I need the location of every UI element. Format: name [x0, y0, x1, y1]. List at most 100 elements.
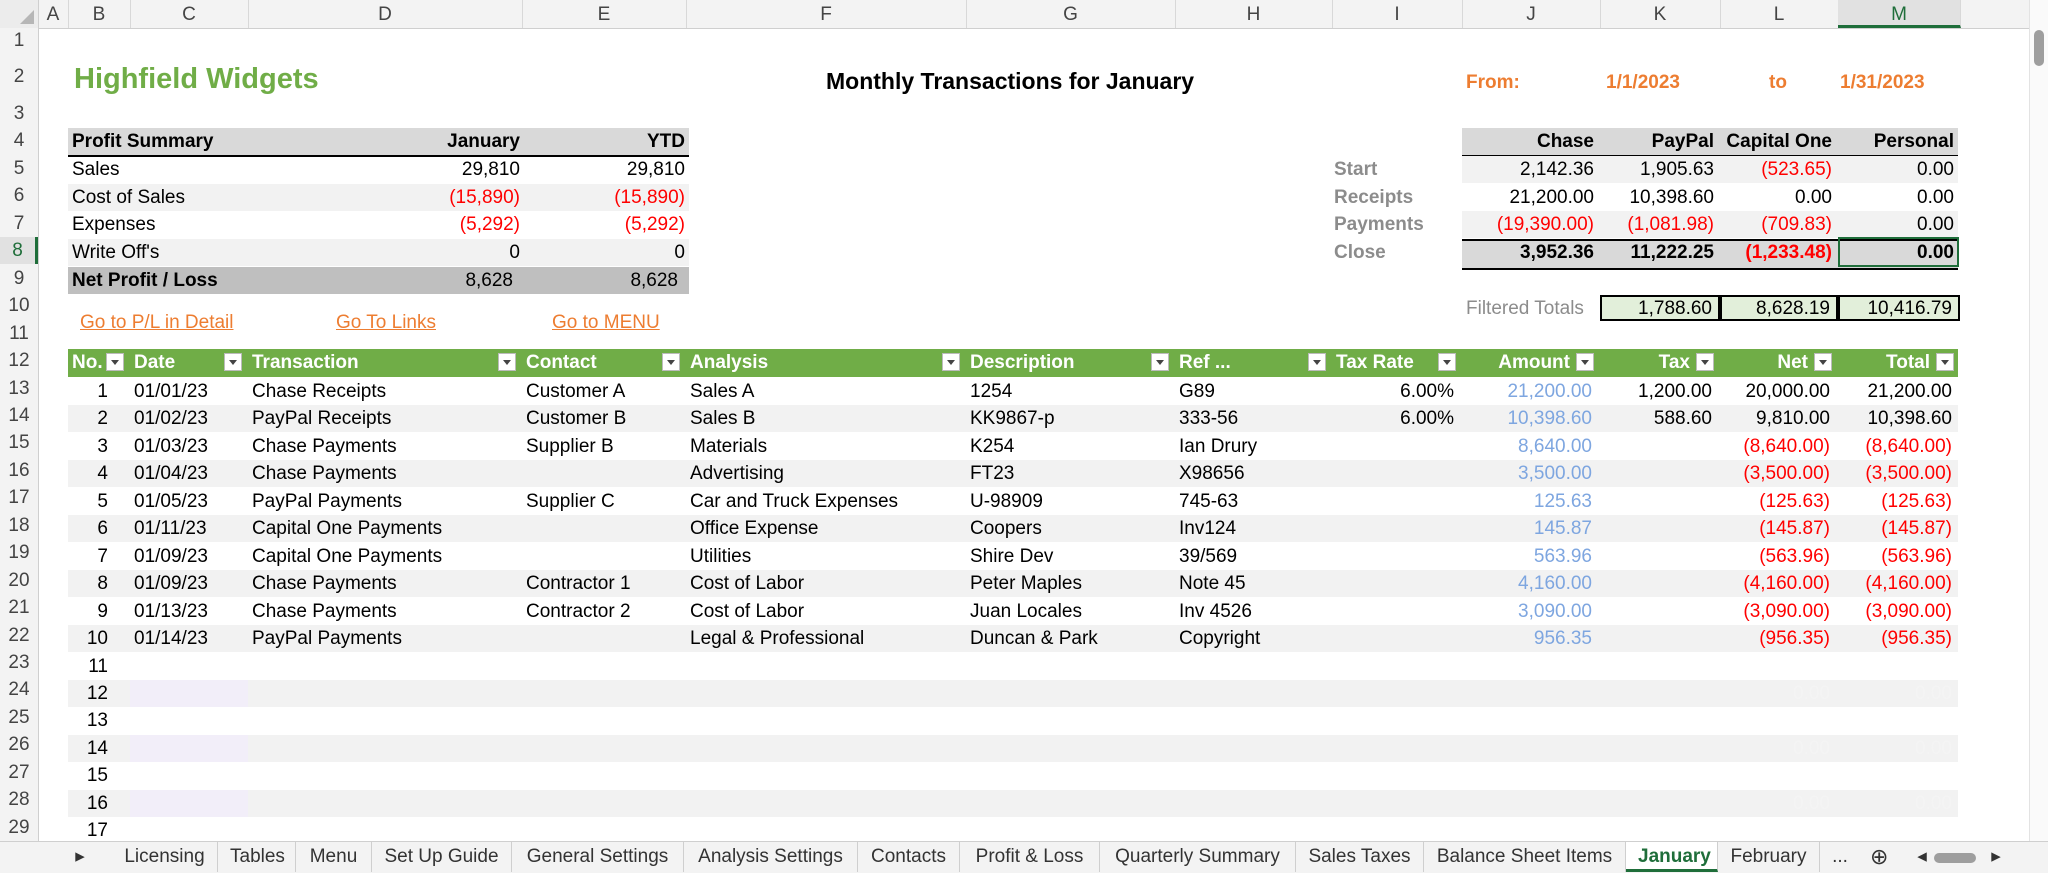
- row-header-5[interactable]: 5: [13, 157, 25, 179]
- from-date[interactable]: 1/1/2023: [1606, 72, 1680, 93]
- table-row[interactable]: [68, 762, 1958, 789]
- scroll-right-arrow[interactable]: ▸: [1991, 846, 2001, 867]
- row-header-6[interactable]: 6: [13, 185, 25, 207]
- tab-quarterly-summary[interactable]: Quarterly Summary: [1100, 842, 1296, 872]
- link-go-to-links[interactable]: Go To Links: [336, 312, 436, 333]
- column-header-i[interactable]: I: [1332, 0, 1463, 28]
- tab-menu[interactable]: Menu: [296, 842, 372, 872]
- column-header-h[interactable]: H: [1175, 0, 1333, 28]
- active-cell-m8[interactable]: [1838, 237, 1959, 267]
- tab-profit-loss[interactable]: Profit & Loss: [960, 842, 1100, 872]
- row-header-11[interactable]: 11: [9, 322, 29, 344]
- row-header-20[interactable]: 20: [8, 569, 30, 591]
- tab-february[interactable]: February: [1718, 842, 1820, 872]
- row-header-14[interactable]: 14: [8, 404, 30, 426]
- filter-dropdown-button[interactable]: [1438, 353, 1456, 371]
- to-date[interactable]: 1/31/2023: [1840, 72, 1925, 93]
- filter-dropdown-button[interactable]: [1936, 353, 1954, 371]
- row-header-7[interactable]: 7: [13, 212, 25, 234]
- filter-dropdown-button[interactable]: [1696, 353, 1714, 371]
- tab-overflow-button[interactable]: ...: [1832, 846, 1848, 867]
- column-header-l[interactable]: L: [1720, 0, 1839, 28]
- column-header-d[interactable]: D: [248, 0, 523, 28]
- table-cell-date: 01/09/23: [134, 545, 208, 567]
- row-header-22[interactable]: 22: [8, 624, 30, 646]
- vertical-scrollbar[interactable]: [2029, 0, 2048, 841]
- profit-row-band: [68, 238, 689, 266]
- filter-dropdown-button[interactable]: [1151, 353, 1169, 371]
- table-cell-date: 01/09/23: [134, 573, 208, 595]
- filter-dropdown-button[interactable]: [942, 353, 960, 371]
- column-header-m[interactable]: M: [1838, 0, 1961, 28]
- column-header-e[interactable]: E: [522, 0, 687, 28]
- row-header-28[interactable]: 28: [8, 789, 30, 811]
- row-header-24[interactable]: 24: [8, 679, 30, 701]
- row-header-3[interactable]: 3: [13, 103, 25, 124]
- row-header-4[interactable]: 4: [13, 130, 25, 152]
- table-row[interactable]: [68, 735, 1958, 762]
- link-go-to-menu[interactable]: Go to MENU: [552, 312, 660, 333]
- table-row[interactable]: [68, 707, 1958, 734]
- row-header-21[interactable]: 21: [8, 597, 30, 619]
- filter-dropdown-button[interactable]: [224, 353, 242, 371]
- row-header-17[interactable]: 17: [8, 487, 30, 509]
- row-header-23[interactable]: 23: [8, 652, 30, 673]
- filter-dropdown-button[interactable]: [1308, 353, 1326, 371]
- column-header-f[interactable]: F: [686, 0, 967, 28]
- tab-set-up-guide[interactable]: Set Up Guide: [372, 842, 512, 872]
- row-header-12[interactable]: 12: [8, 350, 30, 372]
- row-header-2[interactable]: 2: [13, 66, 25, 87]
- row-header-18[interactable]: 18: [8, 514, 30, 536]
- filter-dropdown-button[interactable]: [106, 353, 124, 371]
- tab-sales-taxes[interactable]: Sales Taxes: [1296, 842, 1424, 872]
- table-row[interactable]: [68, 653, 1958, 680]
- table-cell-ref: 333-56: [1179, 408, 1239, 430]
- table-cell-date: 01/11/23: [134, 518, 207, 540]
- tab-analysis-settings[interactable]: Analysis Settings: [684, 842, 858, 872]
- row-header-27[interactable]: 27: [8, 761, 30, 783]
- select-all-corner[interactable]: [0, 0, 39, 28]
- table-row[interactable]: [68, 790, 1958, 817]
- column-header-b[interactable]: B: [68, 0, 131, 28]
- tab-scroll-right-button[interactable]: ▸: [75, 846, 85, 867]
- column-header-g[interactable]: G: [966, 0, 1176, 28]
- column-header-a[interactable]: A: [38, 0, 69, 28]
- filter-dropdown-button[interactable]: [1576, 353, 1594, 371]
- tab-general-settings[interactable]: General Settings: [512, 842, 684, 872]
- filter-dropdown-button[interactable]: [1814, 353, 1832, 371]
- column-header-j[interactable]: J: [1462, 0, 1601, 28]
- column-header-k[interactable]: K: [1600, 0, 1721, 28]
- row-header-29[interactable]: 29: [8, 816, 30, 838]
- tab-tables[interactable]: Tables: [218, 842, 296, 872]
- vertical-scroll-thumb[interactable]: [2034, 30, 2044, 66]
- filter-dropdown-button[interactable]: [498, 353, 516, 371]
- account-value: 0.00: [1917, 159, 1954, 180]
- scroll-left-arrow[interactable]: ◂: [1917, 846, 1927, 867]
- row-header-19[interactable]: 19: [8, 542, 30, 564]
- table-cell-no: 2: [97, 408, 108, 430]
- tab-licensing[interactable]: Licensing: [112, 842, 218, 872]
- sheet-tab-bar: ▸ Licensing Tables Menu Set Up Guide General…: [0, 841, 2048, 873]
- row-header-8[interactable]: 8: [0, 237, 38, 265]
- table-header-1: Date: [134, 352, 176, 373]
- row-header-9[interactable]: 9: [13, 267, 25, 289]
- tab-balance-sheet-items[interactable]: Balance Sheet Items: [1424, 842, 1626, 872]
- row-header-16[interactable]: 16: [8, 459, 30, 481]
- row-header-25[interactable]: 25: [8, 706, 30, 728]
- row-header-1[interactable]: 1: [13, 30, 25, 51]
- filter-dropdown-button[interactable]: [662, 353, 680, 371]
- add-sheet-button[interactable]: ⊕: [1870, 844, 1889, 869]
- row-header-10[interactable]: 10: [8, 295, 30, 317]
- table-cell-amount: 10,398.60: [1507, 408, 1592, 430]
- horizontal-scroll-thumb[interactable]: [1934, 853, 1976, 863]
- row-header-13[interactable]: 13: [8, 377, 30, 399]
- row-header-15[interactable]: 15: [8, 432, 30, 454]
- link-pl-detail[interactable]: Go to P/L in Detail: [80, 312, 234, 333]
- column-header-c[interactable]: C: [130, 0, 249, 28]
- table-cell-net: 0.00: [1793, 737, 1830, 759]
- table-row[interactable]: [68, 680, 1958, 707]
- row-header-26[interactable]: 26: [8, 734, 30, 756]
- tab-january[interactable]: January: [1626, 842, 1718, 872]
- tab-contacts[interactable]: Contacts: [858, 842, 960, 872]
